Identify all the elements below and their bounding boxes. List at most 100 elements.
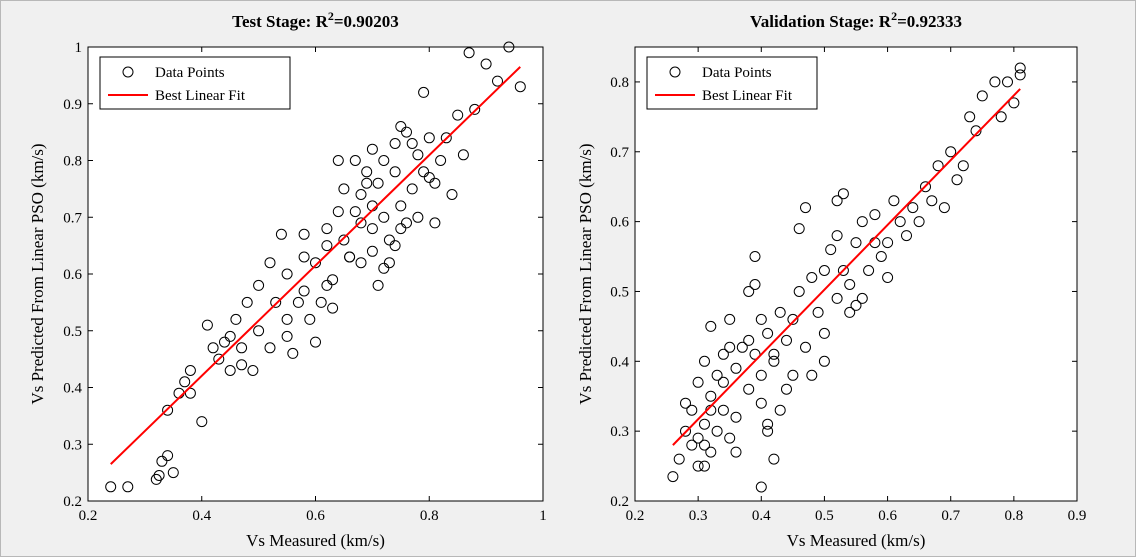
data-point <box>970 125 982 137</box>
data-point <box>989 76 1001 88</box>
data-point <box>349 206 361 218</box>
legend-label-data-points: Data Points <box>155 65 225 81</box>
data-point <box>774 404 786 416</box>
data-point <box>781 334 792 346</box>
data-point <box>964 111 976 123</box>
data-point <box>298 251 310 263</box>
data-point <box>705 446 717 458</box>
data-point <box>717 376 729 388</box>
data-point <box>480 58 492 70</box>
legend-label-data-points: Data Points <box>702 65 772 81</box>
data-point <box>736 341 748 353</box>
y-tick-label: 0.9 <box>63 97 82 113</box>
data-point <box>372 279 384 291</box>
data-point <box>332 155 344 166</box>
data-point <box>264 342 276 354</box>
plot-area <box>88 47 543 501</box>
data-point <box>253 279 265 291</box>
data-point <box>951 174 963 186</box>
data-point <box>863 265 875 276</box>
data-point <box>699 439 710 451</box>
data-point <box>680 425 691 437</box>
data-point <box>406 183 418 195</box>
data-point <box>894 216 906 228</box>
data-point <box>361 166 373 178</box>
data-point <box>711 425 723 437</box>
data-point <box>768 355 780 367</box>
data-point <box>327 274 339 286</box>
data-point <box>418 166 430 178</box>
data-point <box>806 369 818 381</box>
data-point <box>806 272 818 283</box>
data-point <box>793 286 805 297</box>
data-point <box>463 47 475 59</box>
data-point <box>724 341 736 353</box>
data-point <box>686 439 698 451</box>
data-point <box>492 75 503 87</box>
data-point <box>743 286 755 297</box>
x-tick-label: 0.8 <box>1004 508 1023 524</box>
data-point <box>366 245 378 257</box>
data-point <box>207 342 219 354</box>
chart-title: Test Stage: R2=0.90203 <box>232 9 399 31</box>
data-point <box>395 200 407 212</box>
x-axis-label: Vs Measured (km/s) <box>246 531 385 550</box>
data-point <box>105 481 117 493</box>
data-point <box>514 81 526 93</box>
data-point <box>469 103 481 115</box>
data-point <box>366 223 378 235</box>
y-tick-label: 0.8 <box>610 75 629 91</box>
data-point <box>717 348 729 360</box>
data-point <box>743 334 755 346</box>
data-point <box>800 202 811 214</box>
data-point <box>247 365 259 376</box>
data-point <box>875 251 887 262</box>
data-point <box>338 234 350 246</box>
data-point <box>440 132 452 144</box>
axes-box <box>634 46 1078 502</box>
data-point <box>869 209 881 221</box>
data-point <box>749 279 761 290</box>
data-point <box>298 285 310 297</box>
data-point <box>787 313 799 325</box>
data-point <box>818 355 830 367</box>
y-axis-label: Vs Predicted From Linear PSO (km/s) <box>28 143 47 404</box>
data-point <box>774 306 786 318</box>
data-point <box>692 376 704 388</box>
data-point <box>122 481 134 493</box>
data-point <box>781 383 792 395</box>
legend-marker-icon <box>669 66 681 78</box>
x-tick-label: 0.3 <box>689 508 708 524</box>
data-point <box>435 155 447 166</box>
data-point <box>680 397 691 409</box>
data-point <box>699 418 710 430</box>
data-point <box>800 341 811 353</box>
data-point <box>213 353 225 365</box>
data-point <box>1014 62 1026 74</box>
data-point <box>699 460 710 472</box>
data-point <box>378 262 390 274</box>
data-point <box>762 425 774 437</box>
data-point <box>831 292 843 304</box>
data-point <box>926 195 938 207</box>
data-point <box>755 313 767 325</box>
chart-panel-validation: 0.2 0.3 0.4 0.5 0.6 0.7 0.8 0.9 0.2 0.3 0.4 0.5 0.6 0… <box>576 9 1086 550</box>
data-point <box>219 336 230 348</box>
data-point <box>667 471 679 483</box>
data-point <box>162 404 174 416</box>
data-point <box>412 149 424 161</box>
plot-area <box>635 47 1077 501</box>
data-point <box>705 390 717 402</box>
data-point <box>429 177 441 189</box>
data-point <box>366 143 378 155</box>
data-point <box>287 347 299 359</box>
data-point <box>938 202 950 214</box>
data-point <box>150 473 162 485</box>
data-point <box>945 146 957 158</box>
data-point <box>196 416 208 428</box>
data-point <box>837 265 849 276</box>
data-point <box>699 355 710 367</box>
data-point <box>850 299 862 311</box>
data-point <box>730 446 742 458</box>
legend-box <box>646 56 818 110</box>
